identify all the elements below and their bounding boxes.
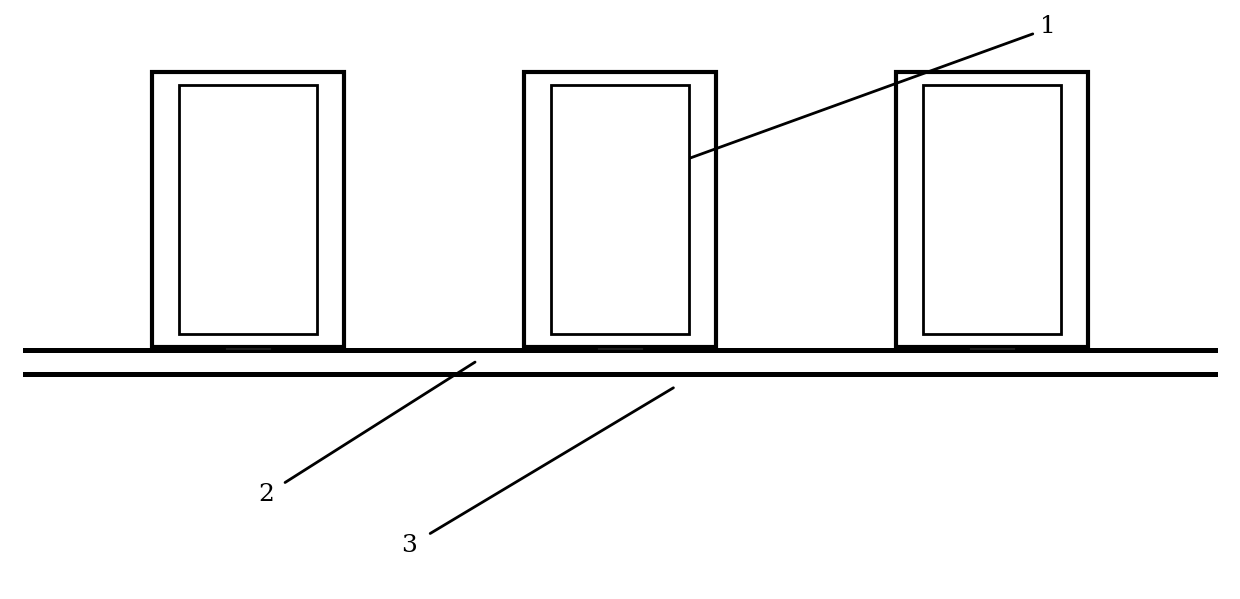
Bar (523, 72, 717, 347)
Text: 2: 2 (259, 483, 274, 506)
Text: 1: 1 (1040, 16, 1055, 38)
Bar (609, 347, 631, 350)
Bar (224, 347, 272, 350)
Bar (923, 85, 1061, 334)
Bar (151, 72, 345, 347)
Bar (552, 85, 689, 334)
Bar (180, 85, 317, 334)
Bar (981, 347, 1004, 350)
Bar (236, 347, 259, 350)
Bar (895, 72, 1089, 347)
Bar (968, 347, 1016, 350)
Text: 3: 3 (402, 534, 417, 556)
Bar (596, 347, 644, 350)
